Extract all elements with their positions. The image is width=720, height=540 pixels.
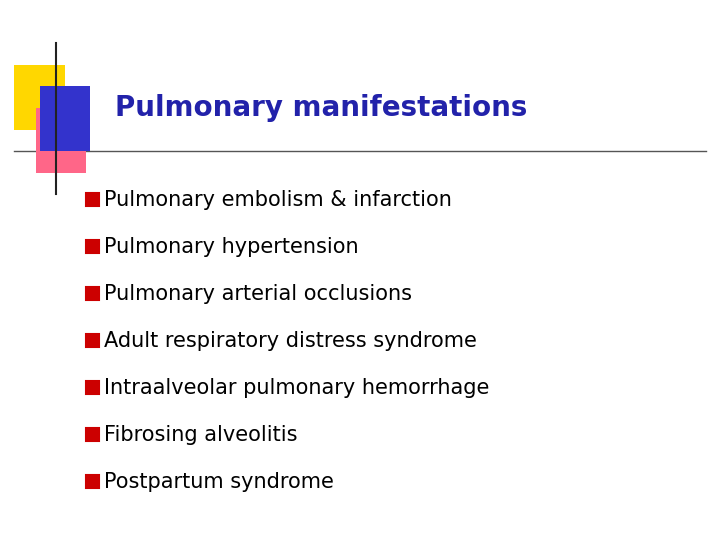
Bar [40,86,90,151]
Text: Adult respiratory distress syndrome: Adult respiratory distress syndrome [104,330,477,351]
Text: Pulmonary embolism & infarction: Pulmonary embolism & infarction [104,190,452,210]
Bar [86,240,99,253]
Text: Pulmonary hypertension: Pulmonary hypertension [104,237,359,257]
Bar [86,334,99,347]
Text: Pulmonary arterial occlusions: Pulmonary arterial occlusions [104,284,413,304]
Text: Intraalveolar pulmonary hemorrhage: Intraalveolar pulmonary hemorrhage [104,377,490,398]
Text: Postpartum syndrome: Postpartum syndrome [104,471,334,492]
Bar [86,193,99,206]
Bar [86,381,99,394]
Bar [86,475,99,488]
Text: Pulmonary manifestations: Pulmonary manifestations [115,94,528,122]
Bar [14,65,65,130]
Bar [86,428,99,441]
Text: Fibrosing alveolitis: Fibrosing alveolitis [104,424,298,445]
Bar [86,287,99,300]
Bar [36,108,86,173]
